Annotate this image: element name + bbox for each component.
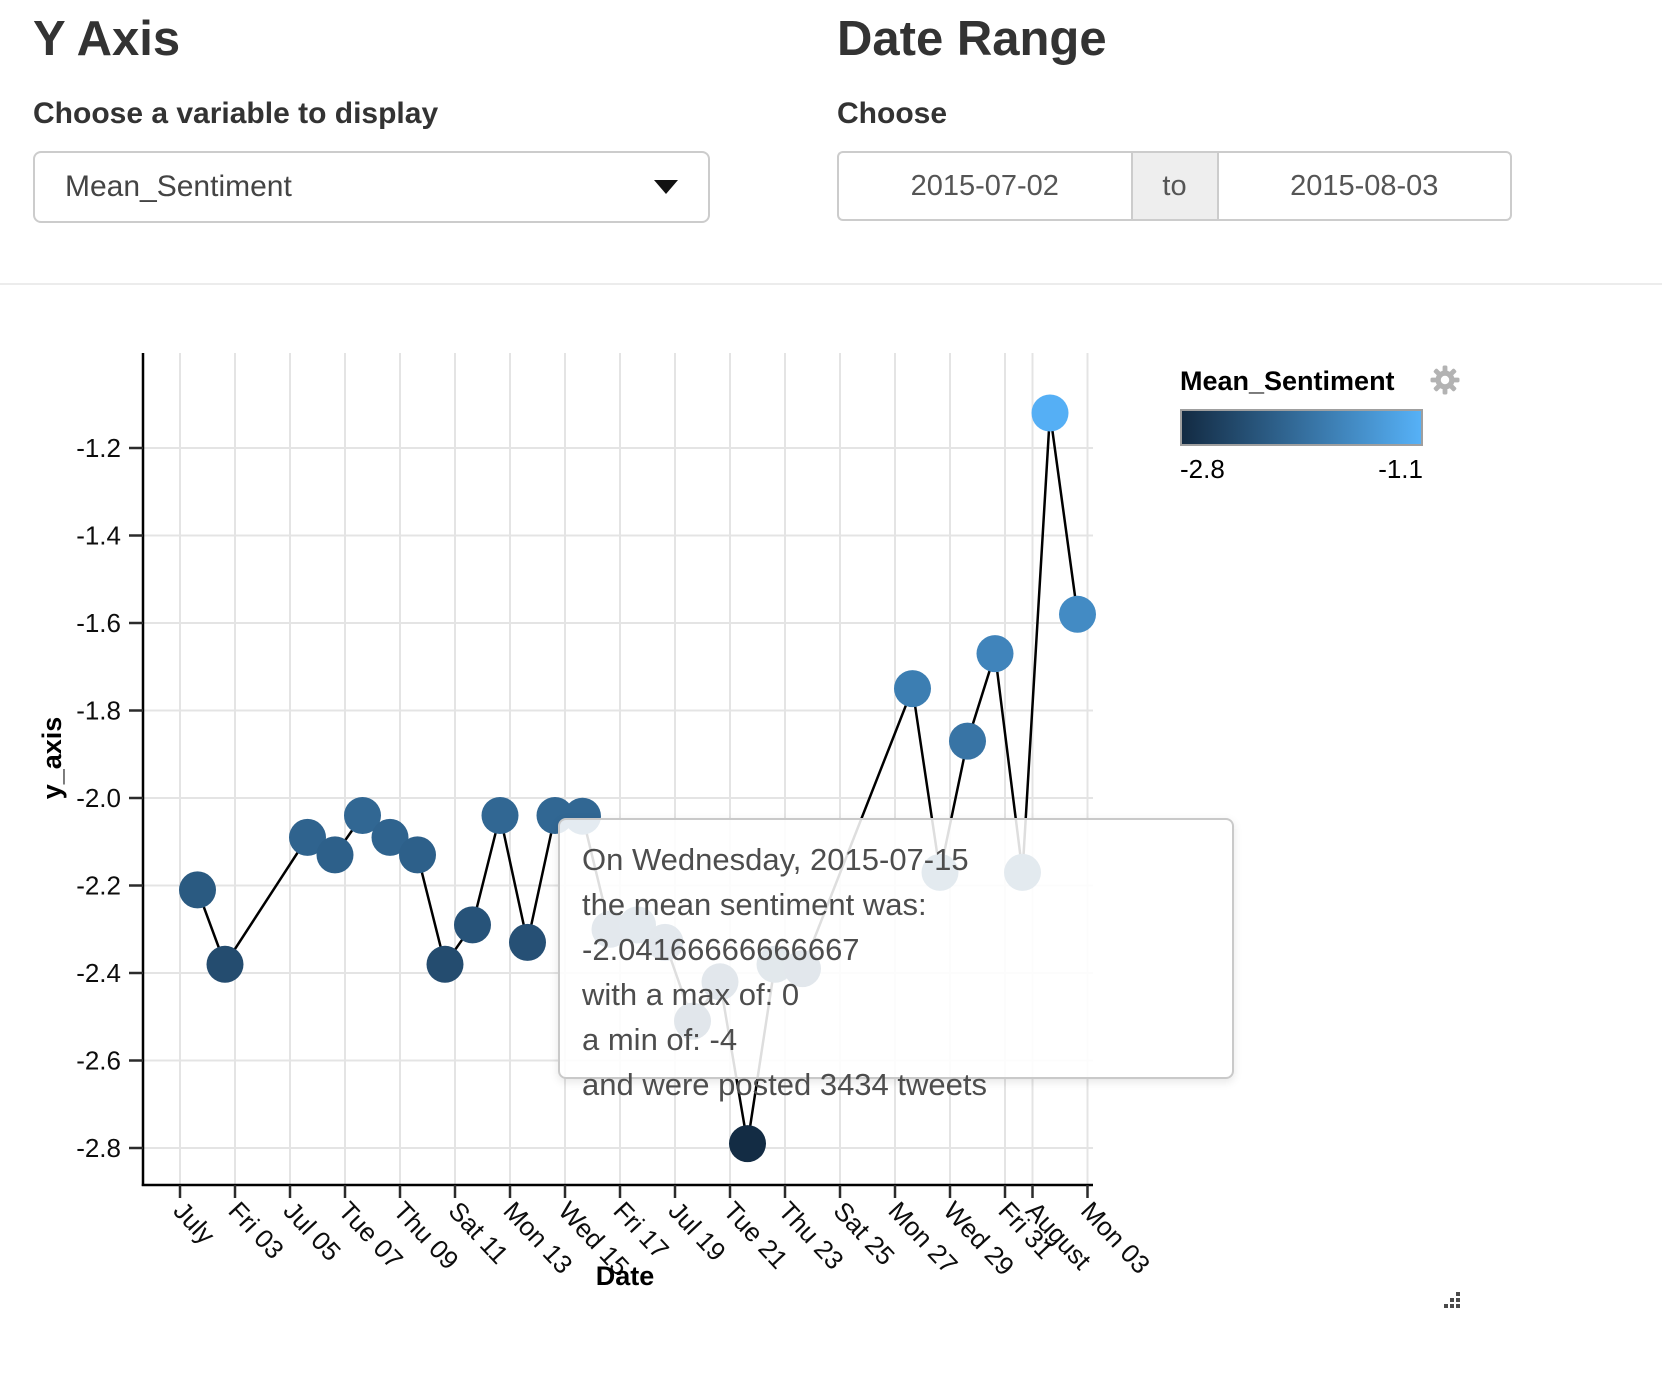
y-tick-labels: -1.2 -1.4 -1.6 -1.8 -2.0 -2.2 -2.4 -2.6 -2.8 [76,433,121,1163]
data-point[interactable] [481,797,519,834]
legend-scale-labels: -2.8 -1.1 [1180,454,1423,485]
legend-title: Mean_Sentiment [1180,366,1395,396]
svg-text:-1.8: -1.8 [76,696,121,726]
data-point[interactable] [509,923,546,961]
data-point[interactable] [894,670,931,708]
svg-text:-2.0: -2.0 [76,783,121,813]
data-point[interactable] [179,871,216,909]
variable-select[interactable]: Mean_Sentiment [33,151,710,224]
svg-text:-1.6: -1.6 [76,608,121,638]
date-range-section-title: Date Range [837,12,1107,66]
data-point[interactable] [1031,394,1069,432]
data-point[interactable] [1059,595,1096,633]
svg-text:-1.2: -1.2 [76,433,121,463]
end-date-input[interactable]: 2015-08-03 [1218,151,1512,222]
legend-gradient-bar [1180,409,1423,446]
svg-text:Jul 19: Jul 19 [663,1196,732,1267]
variable-select-label: Choose a variable to display [33,97,439,131]
data-point[interactable] [371,818,409,856]
data-point[interactable] [289,818,326,856]
data-point[interactable] [344,797,381,834]
data-point[interactable] [399,836,436,874]
date-range-separator: to [1130,151,1219,222]
legend-min-label: -2.8 [1180,454,1225,484]
data-point[interactable] [976,635,1014,673]
y-axis-title: y_axis [37,717,67,800]
svg-text:Mon 03: Mon 03 [1075,1196,1156,1280]
data-point[interactable] [454,906,491,944]
data-point[interactable] [206,945,244,983]
svg-text:July: July [168,1196,221,1250]
date-range-input-group: 2015-07-02 to 2015-08-03 [837,151,1512,222]
y-axis-section-title: Y Axis [33,12,181,66]
axis-lines [141,353,1093,1187]
data-point[interactable] [316,836,354,874]
svg-text:-2.2: -2.2 [76,871,121,901]
chevron-down-icon [654,180,678,195]
chart-tooltip: On Wednesday, 2015-07-15 the mean sentime… [558,818,1234,1102]
gear-icon[interactable] [1428,363,1462,397]
date-range-label: Choose [837,97,948,131]
tooltip-line: a min of: -4 [582,1022,738,1057]
y-axis-section: Y Axis Choose a variable to display Mean… [33,12,710,224]
legend-max-label: -1.1 [1378,454,1423,484]
tick-marks [129,446,1089,1198]
start-date-input[interactable]: 2015-07-02 [837,151,1131,222]
tooltip-line: On Wednesday, 2015-07-15 [582,842,969,877]
resize-handle[interactable] [1438,1290,1462,1314]
svg-text:Fri 03: Fri 03 [223,1196,290,1265]
data-point[interactable] [729,1125,766,1163]
x-axis-title: Date [596,1261,655,1291]
data-point[interactable] [949,722,986,760]
svg-text:-2.8: -2.8 [76,1133,121,1163]
tooltip-line: and were posted 3434 tweets [582,1067,987,1102]
tooltip-line: the mean sentiment was: -2.0416666666666… [582,887,927,967]
data-point[interactable] [426,945,464,983]
color-legend: Mean_Sentiment -2.8 -1.1 [1180,366,1423,485]
variable-select-value: Mean_Sentiment [65,170,292,204]
svg-text:Jul 05: Jul 05 [278,1196,347,1267]
section-divider [0,283,1662,285]
svg-text:-2.4: -2.4 [76,958,121,988]
svg-text:-1.4: -1.4 [76,521,121,551]
svg-text:-2.6: -2.6 [76,1046,121,1076]
date-range-section: Date Range Choose 2015-07-02 to 2015-08-… [837,12,1512,222]
tooltip-line: with a max of: 0 [582,977,800,1012]
